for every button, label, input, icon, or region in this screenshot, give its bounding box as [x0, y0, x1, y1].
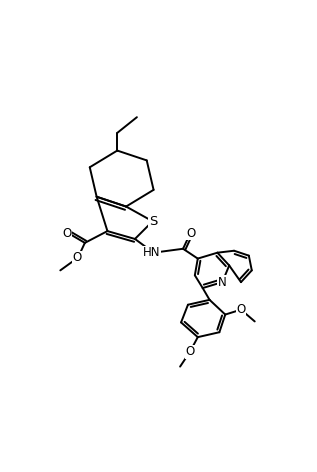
Text: O: O: [236, 303, 246, 316]
Text: N: N: [218, 276, 227, 289]
Text: O: O: [185, 346, 195, 358]
Text: O: O: [62, 227, 72, 240]
Text: S: S: [149, 215, 158, 228]
Text: O: O: [186, 227, 196, 240]
Text: HN: HN: [143, 246, 160, 259]
Text: O: O: [72, 251, 81, 264]
